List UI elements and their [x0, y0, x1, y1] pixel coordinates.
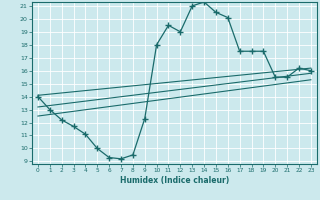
X-axis label: Humidex (Indice chaleur): Humidex (Indice chaleur)	[120, 176, 229, 185]
